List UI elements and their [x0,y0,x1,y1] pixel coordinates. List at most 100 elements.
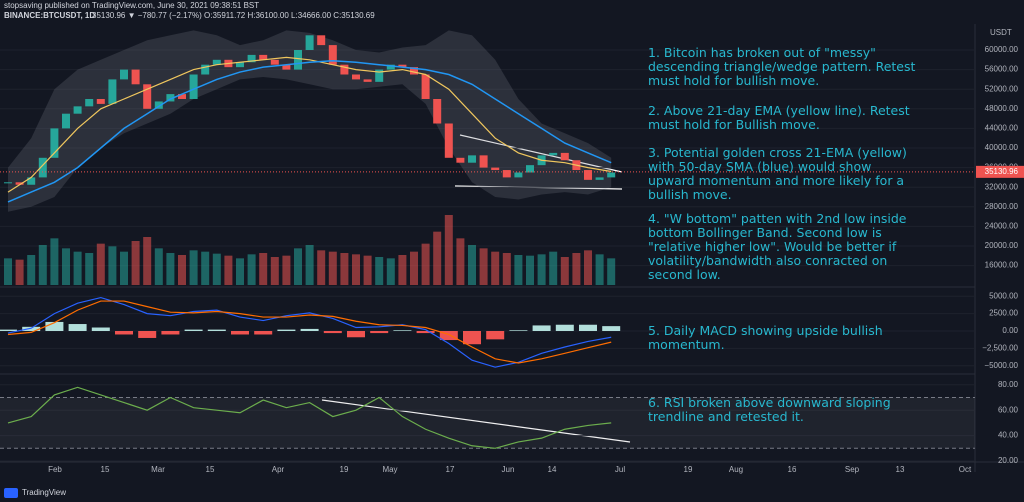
candle [444,123,453,158]
volume-bar [247,254,256,285]
date-label: Oct [959,465,972,474]
volume-bar [120,251,128,285]
volume-bar [433,231,442,285]
candle [607,172,616,178]
candle [270,59,279,65]
price-tick: 44000.00 [985,124,1019,133]
volume-bar [154,248,163,285]
macd-bar [370,331,389,334]
date-label: Jul [615,465,625,474]
volume-bar [236,258,244,285]
ema-line [7,56,612,193]
volume-bar [560,257,569,285]
date-label: Sep [845,465,860,474]
volume-bar [96,243,105,285]
candle [595,177,604,180]
logo [4,488,18,498]
candle [27,177,36,185]
macd-bar [555,324,574,331]
macd-line [7,296,612,368]
candle [375,69,384,82]
volume-bar [352,254,360,285]
volume-bar [15,259,24,285]
rsi-tick: 20.00 [998,456,1019,465]
rsi-tick: 40.00 [998,431,1019,440]
macd-bar [300,328,319,331]
macd-bar [416,331,435,334]
volume-bar [189,250,198,285]
volume-bar [50,238,59,285]
rsi-line [7,386,612,449]
price-tick: 40000.00 [985,143,1019,152]
date-label: 19 [684,465,693,474]
volume-bar [294,248,302,285]
macd-bar [0,329,17,331]
note: 4. "W bottom" patten with 2nd low inside… [648,211,907,282]
price-tick: 48000.00 [985,104,1019,113]
last-price: 35130.96 [985,167,1019,176]
volume-bar [131,241,140,285]
volume-bar [444,215,453,285]
note: 1. Bitcoin has broken out of "messy" des… [648,45,916,88]
brand: TradingView [22,488,66,497]
date-label: Mar [151,465,165,474]
currency: USDT [990,28,1012,37]
price-tick: 56000.00 [985,65,1019,74]
volume-bar [340,253,349,285]
volume-bar [166,253,175,285]
price-tick: 20000.00 [985,241,1019,250]
volume-bar [479,248,488,285]
candle [491,167,500,171]
macd-bar [138,331,157,338]
date-label: Jun [502,465,515,474]
volume-bar [514,255,523,285]
candle [560,152,569,161]
candle [468,155,476,163]
signal-line [7,300,612,364]
macd-bar [231,331,249,335]
volume-bar [549,251,558,285]
symbol: BINANCE:BTCUSDT, 1D [4,11,95,20]
trendline [321,399,631,443]
last-price-box [976,165,1024,178]
candle [4,182,12,184]
macd-bar [207,329,226,331]
macd-bar [161,331,180,335]
price-tick: 52000.00 [985,84,1019,93]
candle [108,79,117,104]
candle [305,35,314,50]
volume-bar [491,251,500,285]
volume-bar [4,258,12,285]
macd-bar [68,324,87,331]
note: 6. RSI broken above downward sloping tre… [648,395,891,424]
candle [363,79,372,82]
bollinger-band [8,30,612,212]
candle [398,64,407,68]
date-label: 15 [101,465,110,474]
candle [96,99,105,104]
volume-bar [38,245,47,285]
macd-bar [184,329,203,331]
candle [62,113,70,129]
macd-tick: 5000.00 [989,291,1018,300]
volume-bar [201,251,210,285]
macd-tick: 2500.00 [989,309,1018,318]
note: 3. Potential golden cross 21-EMA (yellow… [648,145,907,202]
candle [584,170,592,180]
candle [456,157,465,163]
macd-bar [115,331,133,335]
quote: 35130.96 ▼ −780.77 (−2.17%) O:35911.72 H… [92,11,375,20]
macd-tick: −2,500.00 [982,344,1018,353]
volume-bar [584,250,592,285]
macd-bar [486,331,505,340]
candle [85,99,94,107]
candle [131,69,140,85]
volume-bar [595,254,604,285]
candle [259,54,268,60]
price-tick: 24000.00 [985,222,1019,231]
date-label: 15 [206,465,215,474]
candle [410,67,418,75]
sma-line [7,60,612,203]
date-label: Feb [48,465,62,474]
